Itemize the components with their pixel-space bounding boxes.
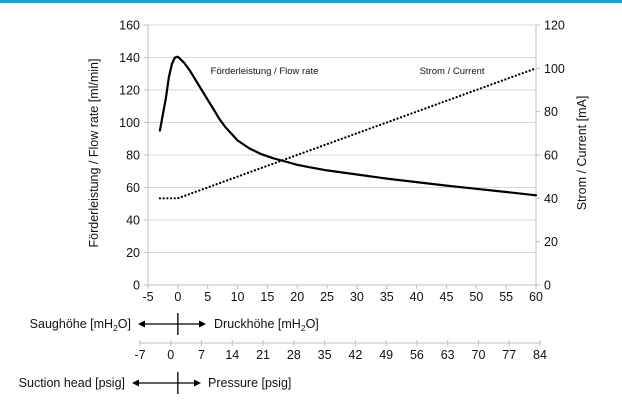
- y-right-tick-label: 20: [544, 235, 558, 249]
- pressure-head-mh2o-label: Druckhöhe [mH2O]: [214, 317, 319, 333]
- y-left-tick-label: 100: [119, 116, 140, 130]
- suction-head-psig-label: Suction head [psig]: [19, 376, 125, 390]
- psig-tick-label: 84: [533, 348, 547, 362]
- y-left-tick-label: 140: [119, 51, 140, 65]
- y-right-tick-label: 100: [544, 62, 565, 76]
- y-left-tick-label: 20: [126, 246, 140, 260]
- series-layer: [158, 55, 538, 200]
- x-tick-label: 35: [380, 290, 394, 304]
- x-tick-label: 0: [174, 290, 181, 304]
- psig-tick-label: 70: [472, 348, 486, 362]
- psig-tick-label: 56: [410, 348, 424, 362]
- psig-tick-label: 7: [198, 348, 205, 362]
- x-tick-label: 20: [290, 290, 304, 304]
- psig-tick-label: 77: [502, 348, 516, 362]
- psig-tick-label: 49: [379, 348, 393, 362]
- flow-rate-series-line: [158, 55, 538, 197]
- y-right-tick-label: 80: [544, 105, 558, 119]
- current-series-line: [158, 67, 538, 200]
- psig-tick-label: 14: [225, 348, 239, 362]
- y-right-tick-label: 40: [544, 192, 558, 206]
- y-right-tick-label: 60: [544, 149, 558, 163]
- x-tick-label: 30: [350, 290, 364, 304]
- y-left-tick-label: 40: [126, 214, 140, 228]
- y-right-axis-title: Strom / Current [mA]: [575, 96, 589, 211]
- y-left-tick-label: 60: [126, 181, 140, 195]
- y-right-tick-label: 120: [544, 19, 565, 33]
- y-left-tick-label: 160: [119, 19, 140, 33]
- x-tick-label: 25: [320, 290, 334, 304]
- x-tick-label: 40: [410, 290, 424, 304]
- psig-tick-label: 0: [167, 348, 174, 362]
- mh2o-arrow-left-head: [138, 320, 145, 328]
- pressure-psig-label: Pressure [psig]: [208, 376, 291, 390]
- x-tick-label: -5: [142, 290, 153, 304]
- y-left-axis-title: Förderleistung / Flow rate [ml/min]: [87, 59, 101, 248]
- x-tick-label: 50: [469, 290, 483, 304]
- y-right-tick-label: 0: [544, 279, 551, 293]
- y-left-tick-label: 120: [119, 84, 140, 98]
- psig-tick-label: 42: [348, 348, 362, 362]
- psig-tick-label: 21: [256, 348, 270, 362]
- current-annotation: Strom / Current: [420, 66, 485, 77]
- y-left-tick-label: 0: [133, 279, 140, 293]
- x-tick-label: 15: [260, 290, 274, 304]
- flow-rate-annotation: Förderleistung / Flow rate: [211, 66, 319, 77]
- secondary-scales: Saughöhe [mH2O] Druckhöhe [mH2O] -7 0 7 14 21 2…: [19, 313, 547, 394]
- x-tick-label: 45: [440, 290, 454, 304]
- psig-arrow-right-head: [194, 379, 201, 387]
- mh2o-arrow-right-head: [199, 320, 206, 328]
- top-accent-rule: [0, 0, 622, 3]
- x-tick-label: 55: [499, 290, 513, 304]
- psig-tick-label: 28: [287, 348, 301, 362]
- x-tick-label: 5: [204, 290, 211, 304]
- psig-tick-label: -7: [134, 348, 145, 362]
- suction-head-mh2o-label: Saughöhe [mH2O]: [30, 317, 131, 333]
- axes: [144, 24, 540, 289]
- psig-tick-label: 35: [318, 348, 332, 362]
- psig-tick-label: 63: [441, 348, 455, 362]
- y-left-tick-label: 80: [126, 149, 140, 163]
- psig-arrow-left-head: [132, 379, 139, 387]
- x-tick-label: 60: [529, 290, 543, 304]
- x-tick-label: 10: [231, 290, 245, 304]
